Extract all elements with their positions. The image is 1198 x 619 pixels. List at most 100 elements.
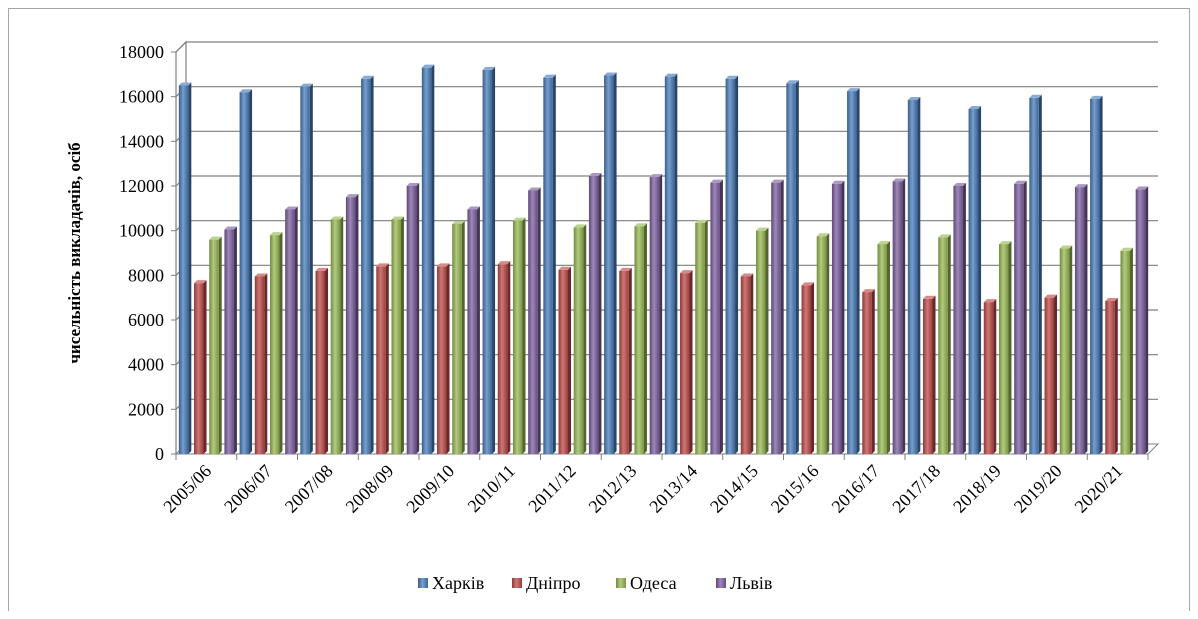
bar: [406, 183, 420, 454]
legend: Харків Дніпро Одеса Львів: [418, 573, 772, 593]
x-tick-label: 2015/16: [767, 461, 823, 517]
x-tick-label: 2009/10: [402, 461, 458, 517]
x-tick-label: 2017/18: [888, 461, 944, 517]
x-tick-label: 2012/13: [585, 461, 641, 517]
bar: [953, 183, 966, 454]
bar: [1090, 95, 1103, 455]
x-tick-label: 2006/07: [220, 461, 276, 517]
bar: [786, 80, 799, 455]
bar: [269, 232, 283, 454]
bar: [452, 220, 465, 454]
bar: [710, 179, 723, 454]
bar: [983, 299, 997, 454]
bar: [816, 233, 830, 454]
bar: [1120, 247, 1133, 454]
x-tick-label: 2020/21: [1071, 461, 1127, 517]
bar: [209, 236, 222, 454]
bar: [771, 179, 784, 454]
legend-label: Харків: [432, 573, 484, 593]
legend-item: Львів: [716, 573, 772, 593]
y-tick-label: 16000: [119, 87, 164, 107]
bar: [421, 64, 435, 454]
bar: [254, 273, 268, 454]
bar: [1135, 186, 1149, 454]
bar: [619, 267, 632, 454]
legend-swatch: [716, 578, 726, 588]
x-tick-label: 2010/11: [464, 461, 519, 516]
bar: [315, 267, 329, 454]
bar: [239, 89, 253, 454]
y-tick-label: 2000: [128, 399, 164, 419]
bar: [361, 75, 374, 455]
bar: [968, 105, 982, 454]
bar: [604, 72, 617, 454]
bar: [740, 273, 754, 454]
bar: [938, 234, 951, 454]
bar: [634, 223, 647, 454]
x-tick-labels: 2005/06 2006/07 2007/08 2008/09 2009/10 2010/…: [159, 461, 1126, 517]
bar: [801, 282, 815, 454]
legend-swatch: [418, 578, 428, 588]
gridline: [175, 41, 1158, 53]
y-tick-label: 6000: [128, 310, 164, 330]
x-tick-label: 2019/20: [1010, 461, 1066, 517]
bar: [391, 216, 404, 454]
y-axis-label: чисельність викладачів, осіб: [65, 142, 84, 363]
x-tick-label: 2018/19: [949, 461, 1005, 517]
bar: [588, 172, 602, 454]
bar: [300, 83, 313, 454]
bar: [330, 216, 344, 454]
bar: [528, 187, 541, 454]
bar: [831, 180, 845, 454]
bar: [194, 280, 207, 454]
bar: [482, 66, 496, 454]
bar: [1044, 294, 1058, 454]
bar: [664, 73, 678, 455]
bar: [998, 241, 1012, 454]
chart-frame: [8, 8, 1190, 611]
y-tick-label: 14000: [119, 131, 164, 151]
bar: [1059, 245, 1073, 454]
y-tick-label: 8000: [128, 265, 164, 285]
bar: [285, 206, 298, 454]
bar: [907, 97, 921, 455]
bar: [345, 194, 359, 454]
x-tick-label: 2013/14: [645, 461, 701, 517]
bar: [1014, 180, 1027, 454]
bar: [680, 270, 693, 454]
legend-label: Дніпро: [526, 573, 581, 593]
legend-label: Одеса: [630, 573, 677, 593]
bar: [1074, 184, 1088, 454]
bar: [467, 206, 480, 454]
bar: [877, 241, 890, 454]
y-tick-label: 10000: [119, 221, 164, 241]
bar: [847, 88, 860, 454]
bar: [892, 178, 906, 455]
legend-item: Харків: [418, 573, 484, 593]
bar-layer: [178, 64, 1149, 455]
bar: [695, 219, 708, 454]
x-tick-label: 2011/12: [524, 461, 579, 516]
bar: [862, 289, 875, 454]
bar: [437, 263, 450, 454]
legend-swatch: [616, 578, 626, 588]
bar: [1029, 94, 1042, 455]
bar: [755, 227, 769, 454]
legend-item: Дніпро: [512, 573, 581, 593]
bar: [512, 217, 526, 454]
bar: [1105, 298, 1118, 454]
bar: [725, 75, 739, 455]
x-tick-label: 2005/06: [159, 461, 215, 517]
bar: [923, 295, 936, 454]
y-tick-labels: 0 2000 4000 6000 8000 10000 12000 14000 16000 180…: [119, 42, 164, 464]
x-tick-label: 2016/17: [828, 461, 884, 517]
y-tick-label: 0: [155, 444, 164, 464]
x-tick-label: 2007/08: [281, 461, 337, 517]
bar: [178, 82, 192, 454]
bar: [376, 263, 389, 454]
bar: [649, 174, 663, 455]
bar: [558, 266, 572, 454]
legend-item: Одеса: [616, 573, 677, 593]
x-tick-label: 2008/09: [342, 461, 398, 517]
